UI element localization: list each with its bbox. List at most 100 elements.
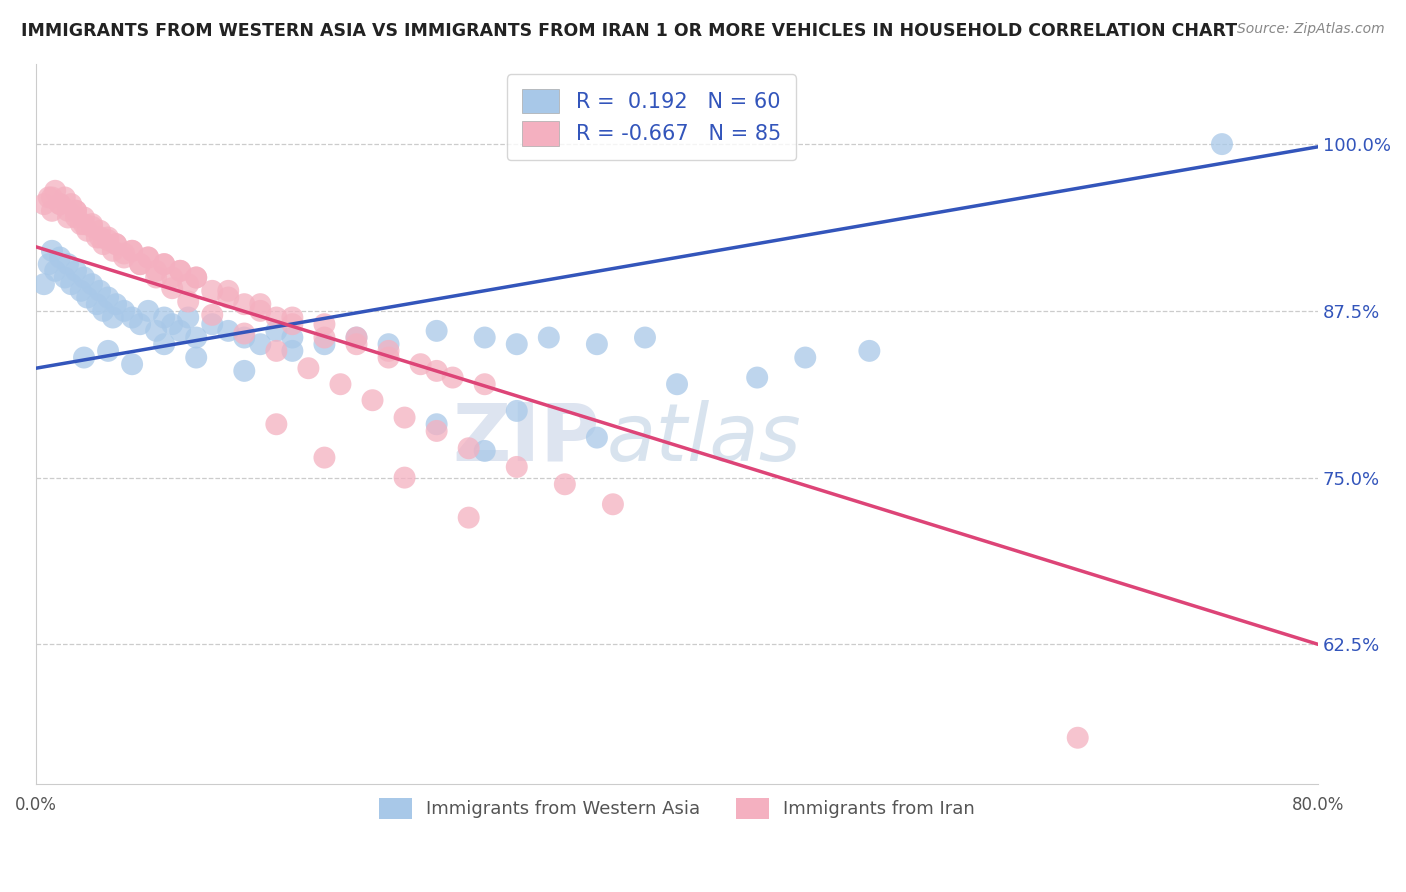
Point [441,370,464,384]
Point [80,217,103,231]
Point [44,264,66,278]
Point [105,297,128,311]
Point [97,343,120,358]
Point [314,337,336,351]
Point [186,270,208,285]
Point [112,246,135,260]
Point [233,364,256,378]
Point [89,230,111,244]
Point [136,251,159,265]
Point [129,257,152,271]
Point [41,190,63,204]
Point [537,330,560,344]
Point [217,284,239,298]
Point [41,244,63,258]
Point [506,459,529,474]
Point [60,197,83,211]
Point [145,324,167,338]
Text: atlas: atlas [606,400,801,477]
Point [80,277,103,292]
Point [602,497,624,511]
Point [329,377,352,392]
Point [89,224,111,238]
Point [346,330,368,344]
Point [56,257,79,271]
Point [160,270,183,285]
Point [153,257,176,271]
Point [153,310,176,325]
Legend: Immigrants from Western Asia, Immigrants from Iran: Immigrants from Western Asia, Immigrants… [371,790,983,826]
Point [60,277,83,292]
Point [474,377,496,392]
Point [97,291,120,305]
Point [65,203,87,218]
Point [266,417,288,432]
Point [266,343,288,358]
Point [314,450,336,465]
Point [201,284,224,298]
Point [53,270,76,285]
Point [314,330,336,344]
Point [105,237,128,252]
Point [394,410,416,425]
Point [233,297,256,311]
Point [38,190,60,204]
Point [186,270,208,285]
Point [794,351,817,365]
Point [97,233,120,247]
Point [145,270,167,285]
Point [56,203,79,218]
Point [554,477,576,491]
Point [129,317,152,331]
Point [56,211,79,225]
Point [73,217,96,231]
Point [666,377,689,392]
Point [177,310,200,325]
Point [136,303,159,318]
Point [65,264,87,278]
Point [506,404,529,418]
Point [1211,137,1233,152]
Point [76,224,98,238]
Point [41,203,63,218]
Text: ZIP: ZIP [453,400,600,477]
Point [409,357,432,371]
Point [586,337,609,351]
Point [153,337,176,351]
Point [89,284,111,298]
Point [266,310,288,325]
Point [86,297,108,311]
Point [101,244,124,258]
Point [281,317,304,331]
Point [186,351,208,365]
Point [281,310,304,325]
Point [91,237,114,252]
Point [747,370,769,384]
Point [177,277,200,292]
Point [201,317,224,331]
Point [314,317,336,331]
Point [426,324,449,338]
Text: Source: ZipAtlas.com: Source: ZipAtlas.com [1237,22,1385,37]
Point [177,294,200,309]
Point [249,303,271,318]
Point [281,343,304,358]
Point [457,510,479,524]
Point [160,317,183,331]
Point [80,219,103,234]
Point [49,197,72,211]
Point [377,351,399,365]
Point [69,284,91,298]
Point [281,330,304,344]
Point [266,324,288,338]
Point [38,257,60,271]
Point [91,303,114,318]
Point [49,251,72,265]
Point [69,217,91,231]
Point [44,184,66,198]
Point [86,230,108,244]
Point [186,330,208,344]
Point [377,343,399,358]
Point [121,310,143,325]
Point [506,337,529,351]
